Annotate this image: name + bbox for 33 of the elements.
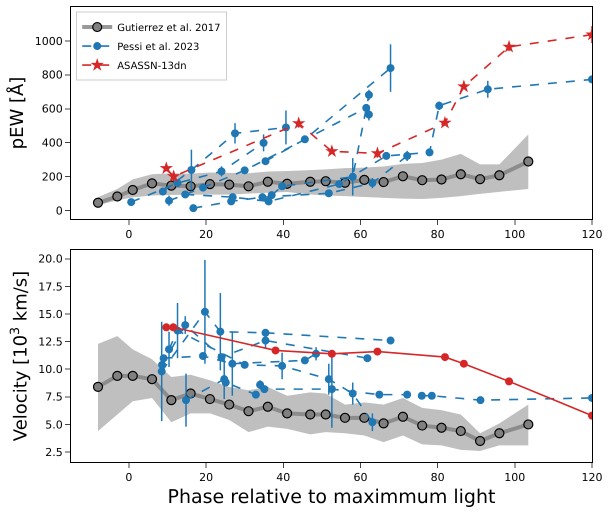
legend-label: Gutierrez et al. 2017 <box>117 22 221 34</box>
x-tick-label: 60 <box>353 228 368 242</box>
y-tick-label: 12.5 <box>38 335 63 348</box>
x-tick-label: 40 <box>276 228 290 242</box>
y-tick-label: 20.0 <box>38 252 63 266</box>
y-tick-label: 2.5 <box>45 446 63 459</box>
y-tick-label: 17.5 <box>38 280 63 294</box>
x-axis-title: Phase relative to maximmum light <box>168 486 496 508</box>
legend-label: ASASSN-13dn <box>117 60 187 72</box>
y-tick-label: 200 <box>42 170 63 184</box>
y-tick-label: 0 <box>56 204 63 218</box>
x-tick-label: 100 <box>504 471 526 484</box>
y-axis-title: pEW [Å] <box>6 76 28 150</box>
x-tick-label: 120 <box>582 228 602 242</box>
x-tick-label: 20 <box>199 228 214 242</box>
x-tick-label: 120 <box>582 471 602 484</box>
x-tick-label: 20 <box>199 471 214 484</box>
y-tick-label: 5.0 <box>45 418 63 432</box>
y-tick-label: 10.0 <box>38 363 63 376</box>
x-tick-label: 80 <box>430 471 445 484</box>
y-tick-label: 7.5 <box>45 390 63 404</box>
y-tick-label: 800 <box>42 68 63 82</box>
y-tick-label: 600 <box>42 102 63 116</box>
x-tick-label: 0 <box>125 228 132 242</box>
x-tick-label: 0 <box>125 471 132 484</box>
x-tick-label: 60 <box>353 471 368 484</box>
y-tick-label: 1000 <box>34 34 63 48</box>
x-tick-label: 80 <box>430 228 445 242</box>
x-tick-label: 100 <box>504 228 526 242</box>
y-tick-label: 15.0 <box>38 308 63 321</box>
x-tick-label: 40 <box>276 471 290 484</box>
y-tick-label: 400 <box>42 136 63 150</box>
legend-label: Pessi et al. 2023 <box>117 42 200 53</box>
